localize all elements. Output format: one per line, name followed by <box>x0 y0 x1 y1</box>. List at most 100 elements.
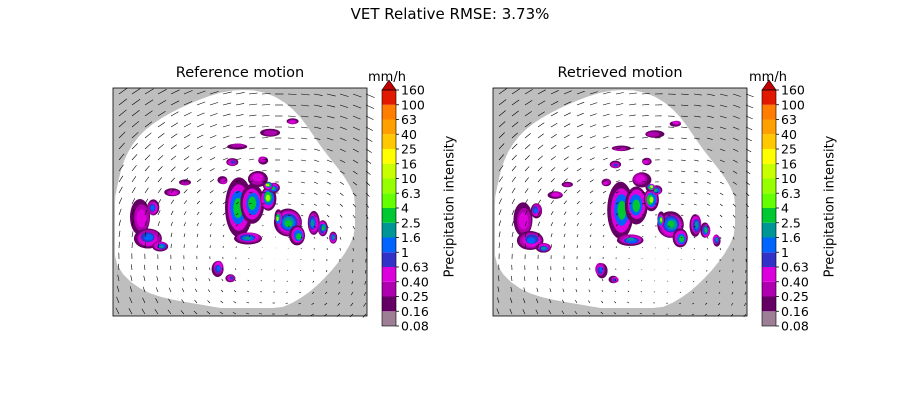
left-motion-arrow <box>338 280 341 284</box>
right-motion-arrow <box>602 223 605 227</box>
left-motion-arrow <box>196 112 205 117</box>
left-motion-arrow <box>141 308 146 315</box>
right-motion-arrow <box>576 101 585 106</box>
left-motion-arrow <box>313 170 319 173</box>
right-motion-arrow <box>732 280 734 284</box>
right-motion-arrow <box>706 236 709 239</box>
right-motion-arrow <box>563 134 570 139</box>
right-motion-arrow <box>589 201 593 205</box>
left-rain-cell <box>216 265 221 272</box>
right-motion-arrow <box>576 200 580 205</box>
right-motion-arrow <box>745 192 750 197</box>
right-motion-arrow <box>524 89 533 95</box>
right-motion-vectors <box>496 88 754 318</box>
left-motion-arrow <box>248 125 256 128</box>
left-motion-arrow <box>157 265 159 271</box>
right-motion-arrow <box>706 159 712 162</box>
left-motion-arrow <box>221 278 224 282</box>
right-motion-arrow <box>680 236 683 238</box>
left-motion-arrow <box>118 219 121 227</box>
right-motion-arrow <box>641 126 649 128</box>
right-motion-arrow <box>537 199 541 205</box>
right-motion-arrow <box>680 214 684 216</box>
left-motion-arrow <box>352 148 359 153</box>
left-motion-arrow <box>170 232 173 238</box>
right-motion-arrow <box>693 148 700 151</box>
right-motion-arrow <box>680 159 686 161</box>
left-colorbar-tick-label: 16 <box>401 156 417 171</box>
left-colorbar-tick-label: 0.63 <box>401 260 429 275</box>
right-motion-arrow <box>732 181 737 185</box>
left-motion-arrow <box>181 288 185 293</box>
left-motion-arrow <box>339 181 345 185</box>
left-rain-cell <box>231 143 245 148</box>
right-motion-arrow <box>523 287 526 293</box>
right-rain-cell <box>694 221 699 229</box>
right-motion-arrow <box>535 309 539 315</box>
left-motion-arrow <box>300 93 310 96</box>
right-motion-arrow <box>615 279 617 282</box>
right-motion-arrow <box>693 236 696 239</box>
right-motion-arrow <box>549 288 552 293</box>
left-motion-arrow <box>131 121 140 128</box>
left-colorbar: 0.080.160.250.400.6311.62.546.3101625406… <box>381 79 429 334</box>
left-motion-arrow <box>363 291 367 296</box>
right-panel <box>492 87 754 318</box>
left-motion-arrow <box>144 187 149 194</box>
right-motion-arrow <box>524 232 527 238</box>
left-motion-arrow <box>235 268 237 271</box>
left-colorbar-tick-label: 63 <box>401 112 417 127</box>
left-motion-arrow <box>116 296 120 304</box>
left-motion-arrow <box>195 277 198 282</box>
left-motion-arrow <box>157 155 164 161</box>
right-motion-arrow <box>524 276 526 282</box>
left-colorbar-segment <box>382 296 396 312</box>
left-motion-arrow <box>297 313 302 316</box>
right-motion-arrow <box>628 136 635 139</box>
right-motion-arrow <box>732 225 735 229</box>
left-motion-arrow <box>261 170 267 172</box>
right-motion-arrow <box>524 133 531 139</box>
right-motion-arrow <box>718 302 721 306</box>
right-motion-arrow <box>550 244 552 249</box>
left-motion-arrow <box>235 147 242 150</box>
left-motion-arrow <box>168 287 172 293</box>
right-motion-arrow <box>615 180 620 183</box>
left-motion-arrow <box>287 269 289 271</box>
left-motion-arrow <box>246 301 250 304</box>
left-motion-arrow <box>209 223 212 227</box>
right-panel-frame <box>492 87 748 317</box>
left-motion-arrow <box>313 126 321 129</box>
right-rain-cell <box>612 278 617 282</box>
left-motion-arrow <box>131 187 136 194</box>
left-motion-arrow <box>131 220 134 227</box>
left-motion-arrow <box>196 123 205 128</box>
right-motion-arrow <box>693 280 695 283</box>
left-motion-arrow <box>248 268 250 271</box>
left-motion-arrow <box>196 222 199 227</box>
left-colorbar-segment <box>382 281 396 297</box>
right-motion-arrow <box>719 203 723 207</box>
right-motion-arrow <box>497 297 500 304</box>
right-motion-arrow <box>524 100 533 106</box>
right-motion-arrow <box>589 179 594 183</box>
right-motion-arrow <box>615 92 624 95</box>
right-motion-arrow <box>549 299 552 304</box>
right-motion-arrow <box>693 115 701 118</box>
right-motion-arrow <box>615 158 621 161</box>
left-motion-arrow <box>300 137 308 140</box>
left-motion-arrow <box>170 89 180 95</box>
left-motion-arrow <box>222 201 226 205</box>
left-motion-arrow <box>350 302 354 307</box>
right-motion-arrow <box>562 299 565 304</box>
right-motion-arrow <box>641 181 646 183</box>
right-motion-arrow <box>574 311 578 315</box>
right-motion-arrow <box>602 157 608 161</box>
left-motion-arrow <box>144 121 153 128</box>
left-motion-arrow <box>222 234 225 238</box>
right-motion-arrow <box>563 244 565 249</box>
left-motion-arrow <box>287 214 291 216</box>
left-motion-arrow <box>118 109 127 117</box>
left-motion-arrow <box>170 155 177 161</box>
left-motion-arrow <box>222 190 227 194</box>
